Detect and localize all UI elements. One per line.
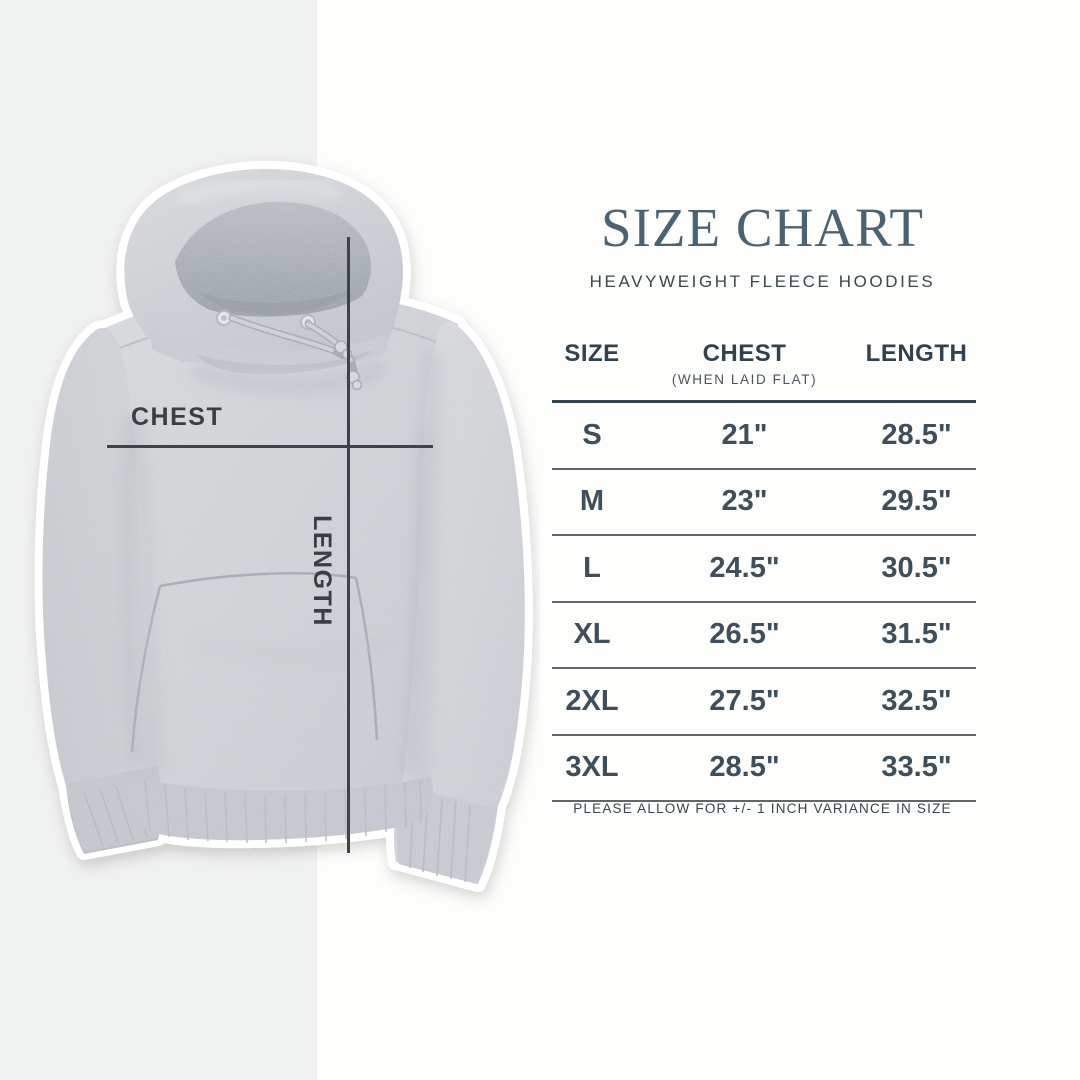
size-cell: S [582,418,602,451]
variance-footnote: PLEASE ALLOW FOR +/- 1 INCH VARIANCE IN … [573,801,952,816]
page-title: SIZE CHART [601,197,924,258]
size-cell: L [583,551,601,584]
table-row: S 21" 28.5" [552,403,976,470]
size-cell: M [579,485,605,518]
length-cell: 32.5" [881,684,952,717]
page-subtitle: HEAVYWEIGHT FLEECE HOODIES [589,272,936,291]
table-row: XL 26.5" 31.5" [552,603,976,669]
length-cell: 33.5" [881,751,952,784]
length-cell: 31.5" [881,618,952,651]
column-header-size: SIZE [564,340,620,367]
column-header-chest: CHEST [702,340,787,367]
chest-cell: 28.5" [709,751,780,784]
length-measure-line [347,237,350,853]
chest-cell: 24.5" [709,551,780,584]
size-cell: 2XL [565,684,619,717]
fabric-texture [42,168,525,884]
table-header-row: SIZE CHEST LENGTH [552,340,976,368]
hoodie-image [0,0,540,1080]
table-row: M 23" 29.5" [552,470,976,536]
table-row: 3XL 28.5" 33.5" [552,736,976,802]
size-cell: 3XL [565,751,619,784]
chest-cell: 21" [721,418,768,451]
length-cell: 28.5" [881,418,952,451]
chest-cell: 23" [721,485,768,518]
table-row: L 24.5" 30.5" [552,536,976,603]
size-cell: XL [573,618,611,651]
chest-subnote: (WHEN LAID FLAT) [671,372,818,387]
chest-measure-label: CHEST [131,403,224,431]
length-cell: 29.5" [881,485,952,518]
chest-subnote-row: (WHEN LAID FLAT) [552,372,976,394]
column-header-length: LENGTH [865,340,968,367]
hoodie-illustration: CHEST LENGTH [0,0,540,1080]
chest-cell: 26.5" [709,618,780,651]
table-header-rule [552,400,976,403]
size-table: SIZE CHEST LENGTH (WHEN LAID FLAT) S 21"… [552,340,976,802]
chest-measure-line [107,445,433,448]
table-row: 2XL 27.5" 32.5" [552,669,976,736]
chest-cell: 27.5" [709,684,780,717]
length-cell: 30.5" [881,551,952,584]
length-measure-label: LENGTH [308,515,336,627]
